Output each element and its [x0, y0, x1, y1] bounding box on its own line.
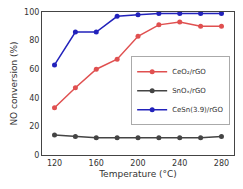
svg-text:SnOₓ/rGO: SnOₓ/rGO — [172, 87, 206, 95]
svg-text:NO conversion (%): NO conversion (%) — [9, 41, 19, 125]
svg-text:CeSn(3.9)/rGO: CeSn(3.9)/rGO — [172, 106, 223, 114]
svg-text:200: 200 — [130, 159, 145, 168]
svg-text:240: 240 — [172, 159, 187, 168]
svg-text:20: 20 — [29, 122, 39, 131]
svg-text:40: 40 — [29, 94, 39, 103]
svg-text:0: 0 — [34, 151, 39, 160]
svg-text:120: 120 — [47, 159, 62, 168]
svg-text:60: 60 — [29, 65, 39, 74]
svg-text:280: 280 — [214, 159, 229, 168]
svg-text:100: 100 — [24, 8, 39, 17]
svg-text:Temperature (°C): Temperature (°C) — [98, 169, 177, 179]
svg-text:80: 80 — [29, 36, 39, 45]
svg-text:CeO₂/rGO: CeO₂/rGO — [172, 68, 206, 76]
svg-text:160: 160 — [89, 159, 104, 168]
